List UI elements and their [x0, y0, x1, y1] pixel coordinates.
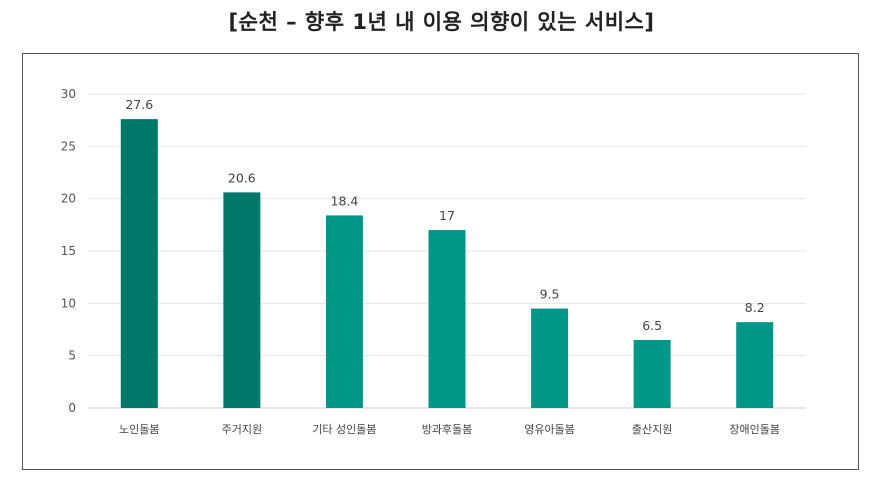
- category-label: 방과후돌봄: [422, 423, 473, 436]
- y-tick-label: 5: [68, 349, 76, 363]
- bar: [120, 119, 158, 409]
- category-label: 주거지원: [222, 423, 262, 436]
- y-tick-label: 0: [68, 401, 76, 415]
- bar: [325, 215, 363, 408]
- y-tick-label: 25: [61, 139, 76, 153]
- chart-title: [순천 – 향후 1년 내 이용 의향이 있는 서비스]: [228, 10, 655, 34]
- y-tick-label: 15: [61, 244, 76, 258]
- category-label: 영유아돌봄: [524, 423, 575, 436]
- bars: [120, 119, 774, 409]
- data-label: 8.2: [745, 300, 765, 315]
- x-axis-categories: 노인돌봄 주거지원 기타 성인돌봄 방과후돌봄 영유아돌봄 출산지원 장애인돌봄: [119, 423, 780, 436]
- data-label: 20.6: [228, 170, 256, 185]
- data-label: 9.5: [540, 287, 560, 302]
- bar: [223, 192, 261, 408]
- y-tick-label: 20: [61, 192, 76, 206]
- data-label: 18.4: [331, 193, 359, 208]
- bar: [736, 322, 774, 408]
- data-label: 17: [439, 208, 455, 223]
- category-label: 장애인돌봄: [729, 423, 780, 436]
- bar: [531, 308, 569, 408]
- category-label: 기타 성인돌봄: [312, 423, 376, 436]
- category-label: 출산지원: [632, 423, 672, 436]
- category-label: 노인돌봄: [119, 423, 159, 436]
- y-axis-ticks: 0 5 10 15 20 25 30: [61, 87, 76, 415]
- data-label: 27.6: [125, 97, 153, 112]
- y-tick-label: 30: [61, 87, 76, 101]
- data-label: 6.5: [642, 318, 662, 333]
- bar: [428, 230, 466, 408]
- y-tick-label: 10: [61, 296, 76, 310]
- data-labels: 27.6 20.6 18.4 17 9.5 6.5 8.2: [125, 97, 764, 333]
- bar: [633, 339, 671, 408]
